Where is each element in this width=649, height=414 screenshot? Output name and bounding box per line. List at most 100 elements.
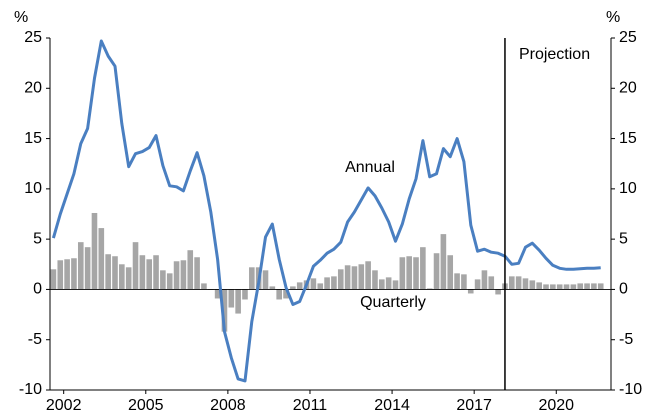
bar [420,247,426,290]
bar [125,267,132,290]
bar [344,265,351,290]
bar [495,289,501,295]
bar [337,269,344,290]
bar [433,253,440,290]
bar [112,256,118,290]
bar [563,284,570,290]
bar [139,255,146,290]
bar [577,283,584,290]
bar [597,283,604,290]
bar [64,259,70,290]
bar [461,274,467,290]
bar [228,289,235,308]
y2-tick-label: -5 [619,331,633,348]
bar [50,269,57,290]
bar [173,261,180,290]
bar [481,270,488,290]
y-tick-label: -5 [28,331,42,348]
line [51,39,601,383]
bar [310,278,317,290]
bar [160,270,166,290]
bar [71,258,77,290]
bar [591,283,597,290]
bar [556,284,563,290]
bar [392,280,399,290]
bar [454,273,460,290]
y2-tick-label: -10 [619,381,642,398]
bar [201,283,207,290]
bar [221,289,228,332]
bar [543,284,549,290]
bar [406,256,412,290]
bar [317,283,324,290]
projection-label: Projection [519,46,590,63]
bar [57,260,64,290]
bar [132,242,139,290]
bar [77,242,84,290]
x-tick-label: 2002 [46,397,82,414]
y2-tick-label: 5 [619,230,628,247]
x-tick-label: 2020 [538,397,574,414]
bar [447,255,454,290]
bar [536,282,542,290]
bar [358,264,365,290]
x-tick-label: 2011 [293,397,328,414]
bar [413,257,419,290]
bar [426,288,433,290]
bar [91,212,98,290]
bar [529,280,536,290]
series-label: Quarterly [360,294,426,311]
y-tick-label: 20 [24,80,42,97]
bar [84,247,91,290]
bar [180,260,187,290]
y-tick-label: -10 [19,381,42,398]
bar [242,289,248,300]
bar [105,254,111,290]
y-tick-label: 25 [24,29,42,46]
bar [269,286,276,290]
bar [153,255,159,290]
y-tick-label: 5 [33,230,42,247]
y2-tick-label: 20 [619,80,637,97]
bar [194,257,200,290]
bar [166,273,173,290]
bar [283,289,289,299]
bar [324,277,330,290]
bar [522,278,529,290]
y2-tick-label: 25 [619,29,637,46]
y-tick-label: 10 [24,180,42,197]
bar [570,284,577,290]
series-label: Annual [345,159,395,176]
bar [488,276,495,290]
bar [385,277,392,290]
y-axis-label: % [14,9,28,26]
bar [249,267,255,290]
bar [515,276,522,290]
bar [98,228,105,290]
y-tick-label: 15 [24,130,42,147]
bar [379,279,385,290]
bar [584,283,590,290]
bar [365,261,371,290]
bar [290,286,296,290]
bar [467,289,474,294]
bar [474,279,481,290]
bar [119,264,125,290]
y2-tick-label: 15 [619,130,637,147]
bar [351,266,358,290]
y2-tick-label: 0 [619,281,628,298]
x-tick-label: 2017 [456,397,492,414]
x-tick-label: 2008 [210,397,246,414]
bar [550,284,556,290]
bar [146,259,153,290]
x-tick-label: 2005 [128,397,164,414]
bar [187,250,194,290]
y-tick-label: 0 [33,281,42,298]
bar [372,270,378,290]
bar [214,289,221,299]
bar [331,276,337,290]
bar [440,234,447,290]
y2-axis-label: % [606,9,620,26]
bar [296,282,303,290]
